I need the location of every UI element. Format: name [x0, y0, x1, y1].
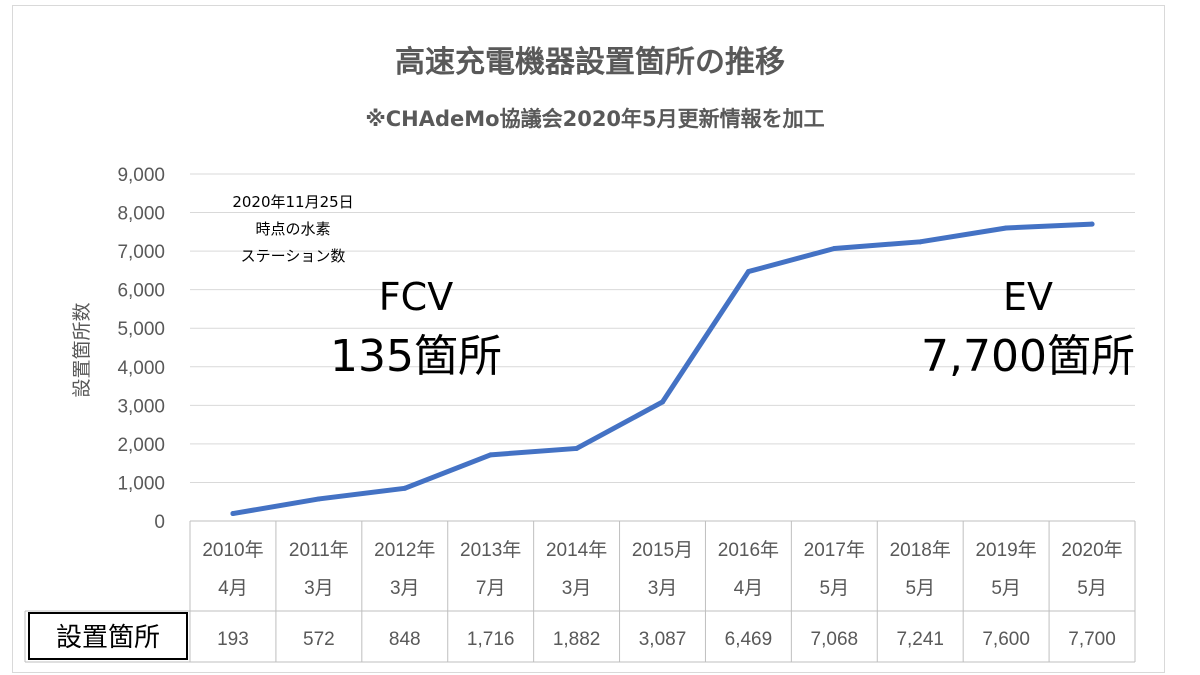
- x-tick-label-year: 2013年: [460, 539, 521, 561]
- data-label: 1,716: [467, 629, 515, 650]
- x-tick-label-month: 3月: [390, 578, 420, 599]
- category-table: 2010年 4月 193 2011年 3月 572 2012年 3月 848 2013年 7月 1,7…: [24, 520, 1136, 663]
- x-tick-label-year: 2020年: [1061, 539, 1122, 561]
- fcv-count: 135箇所: [330, 331, 502, 382]
- row-label: 設置箇所: [56, 623, 160, 653]
- data-point: [316, 496, 322, 502]
- x-tick-label-year: 2015月: [632, 540, 693, 561]
- x-tick-label-month: 4月: [218, 578, 248, 599]
- fcv-label: FCV: [379, 275, 453, 319]
- data-point: [488, 452, 494, 458]
- x-tick-label-year: 2010年: [202, 539, 263, 561]
- data-point: [660, 399, 665, 405]
- ev-count: 7,700箇所: [921, 331, 1135, 382]
- x-tick-label-month: 3月: [304, 578, 334, 599]
- data-point: [917, 239, 923, 245]
- data-label: 3,087: [639, 629, 687, 650]
- note-line-3: ステーション数: [241, 247, 346, 265]
- data-label: 193: [217, 629, 249, 650]
- x-tick-label-month: 4月: [734, 578, 764, 599]
- chart-frame: [12, 5, 1165, 673]
- data-point: [230, 511, 236, 517]
- data-point: [1089, 221, 1095, 227]
- x-tick-label-month: 5月: [1077, 578, 1107, 599]
- chart-title: 高速充電機器設置箇所の推移: [395, 45, 785, 80]
- y-tick-label: 2,000: [117, 435, 165, 456]
- note-line-1: 2020年11月25日: [232, 193, 353, 211]
- x-tick-label-month: 5月: [820, 578, 850, 599]
- data-label: 7,241: [896, 629, 944, 650]
- y-axis-label: 設置箇所数: [71, 302, 93, 397]
- ev-label: EV: [1003, 275, 1053, 319]
- y-tick-label: 6,000: [117, 281, 165, 302]
- x-tick-label-year: 2018年: [890, 539, 951, 561]
- x-tick-label-year: 2011年: [289, 539, 349, 561]
- y-axis-ticks: 0 1,000 2,000 3,000 4,000 5,000 6,000 7,000 8,00…: [117, 165, 165, 533]
- x-tick-label-month: 7月: [476, 578, 506, 599]
- y-tick-label: 1,000: [117, 473, 165, 494]
- y-tick-label: 8,000: [117, 204, 165, 225]
- chart-subtitle: ※CHAdeMo協議会2020年5月更新情報を加工: [365, 107, 824, 131]
- x-tick-label-year: 2014年: [546, 539, 607, 561]
- data-point: [402, 485, 408, 491]
- data-label: 7,700: [1068, 629, 1116, 650]
- x-tick-label-year: 2019年: [975, 539, 1036, 561]
- row-label-box: [28, 612, 188, 660]
- x-tick-label-year: 2016年: [718, 539, 779, 561]
- data-label: 7,600: [982, 629, 1030, 650]
- y-tick-label: 0: [154, 512, 165, 533]
- x-tick-label-year: 2012年: [374, 539, 435, 561]
- note-line-2: 時点の水素: [255, 220, 330, 238]
- data-point: [1003, 225, 1009, 231]
- y-tick-label: 4,000: [117, 358, 165, 379]
- y-tick-label: 9,000: [117, 165, 165, 186]
- y-tick-label: 3,000: [117, 396, 165, 417]
- data-label: 1,882: [553, 629, 601, 650]
- data-point: [831, 245, 837, 251]
- x-tick-label-month: 5月: [905, 578, 935, 599]
- x-tick-label-month: 5月: [991, 578, 1021, 599]
- data-label: 7,068: [811, 629, 859, 650]
- x-tick-label-year: 2017年: [804, 539, 865, 561]
- y-tick-label: 7,000: [117, 242, 165, 263]
- data-label: 572: [303, 629, 335, 650]
- x-tick-label-month: 3月: [648, 578, 678, 599]
- hydrogen-station-note: 2020年11月25日 時点の水素 ステーション数: [232, 193, 353, 265]
- y-tick-label: 5,000: [117, 319, 165, 340]
- data-point: [574, 445, 580, 451]
- data-point: [745, 269, 751, 275]
- data-label: 848: [389, 629, 421, 650]
- data-label: 6,469: [725, 629, 773, 650]
- x-tick-label-month: 3月: [562, 578, 592, 599]
- series-group: [230, 221, 1095, 517]
